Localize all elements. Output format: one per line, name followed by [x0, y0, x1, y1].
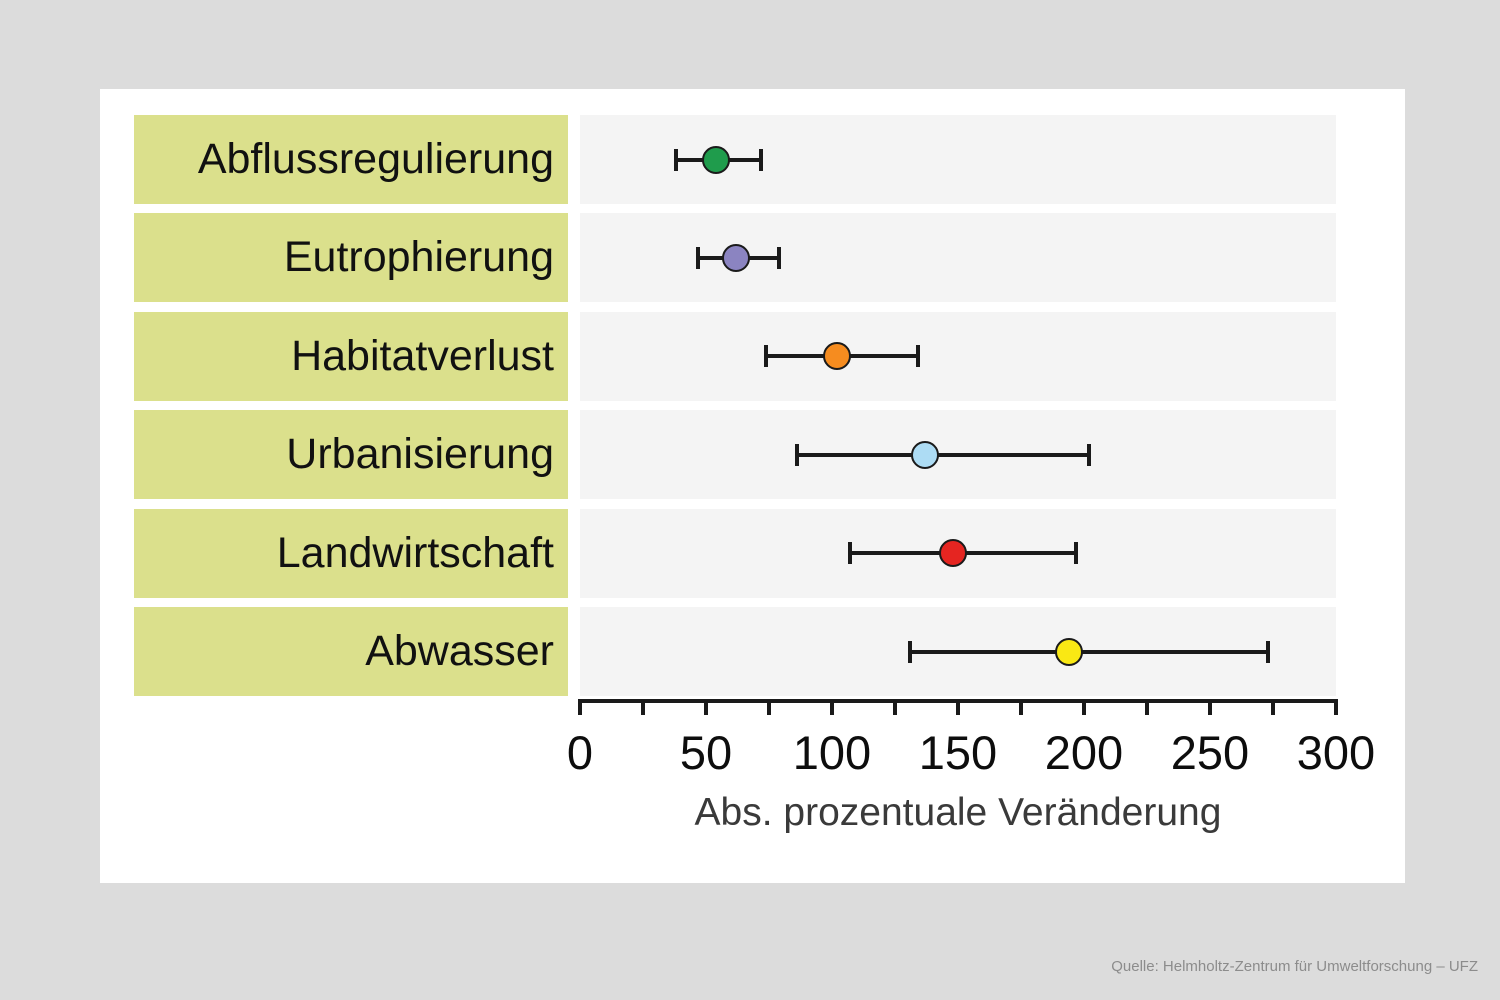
x-axis-line: [578, 699, 1338, 703]
x-axis-tick-label: 50: [679, 726, 733, 779]
x-axis-tick: [1271, 703, 1275, 715]
chart-card: Abflussregulierung Eutrophierung Habitatve…: [100, 89, 1405, 883]
category-label: Landwirtschaft: [134, 508, 568, 598]
x-axis-tick-label: 0: [566, 726, 594, 779]
x-axis-tick: [1208, 703, 1212, 715]
error-bar-cap-left: [764, 345, 769, 368]
x-axis-title: Abs. prozentuale Veränderung: [694, 791, 1222, 834]
error-bar-cap-right: [1087, 443, 1092, 466]
category-label: Abwasser: [134, 607, 568, 696]
x-axis-tick: [578, 703, 582, 715]
x-axis-tick: [830, 703, 834, 715]
category-label: Eutrophierung: [134, 213, 568, 303]
x-axis-tick: [1082, 703, 1086, 715]
x-axis-tick: [893, 703, 897, 715]
x-axis-tick-label: 100: [792, 726, 872, 779]
error-bar-line: [910, 649, 1268, 654]
data-point-dot: [938, 539, 967, 568]
x-axis-tick: [1334, 703, 1338, 715]
x-axis-tick: [1019, 703, 1023, 715]
error-bar-cap-left: [794, 443, 799, 466]
error-bar-cap-right: [1074, 542, 1079, 565]
error-bar-cap-right: [1265, 640, 1270, 663]
error-bar-cap-left: [696, 246, 701, 269]
data-point-dot: [702, 145, 731, 174]
category-label: Habitatverlust: [134, 311, 568, 401]
x-axis-tick-label: 300: [1296, 726, 1376, 779]
plot-row-panel: [580, 213, 1336, 303]
x-axis-tick-label: 250: [1170, 726, 1250, 779]
source-credit: Quelle: Helmholtz-Zentrum für Umweltfors…: [1111, 958, 1478, 975]
x-axis-tick-label: 150: [918, 726, 998, 779]
category-label: Urbanisierung: [134, 410, 568, 500]
error-bar-cap-left: [847, 542, 852, 565]
x-axis-tick: [704, 703, 708, 715]
error-bar-cap-right: [915, 345, 920, 368]
data-point-dot: [722, 243, 751, 272]
data-point-dot: [1054, 637, 1083, 666]
category-label: Abflussregulierung: [134, 115, 568, 204]
x-axis-tick: [1145, 703, 1149, 715]
data-point-dot: [823, 342, 852, 371]
x-axis-tick: [767, 703, 771, 715]
error-bar-line: [796, 452, 1090, 457]
plot-row-panel: [580, 311, 1336, 401]
error-bar-cap-right: [777, 246, 782, 269]
x-axis-tick-label: 200: [1044, 726, 1124, 779]
error-bar-cap-left: [673, 148, 678, 171]
error-bar-cap-right: [759, 148, 764, 171]
error-bar-cap-left: [908, 640, 913, 663]
x-axis-tick: [956, 703, 960, 715]
x-axis-tick: [641, 703, 645, 715]
data-point-dot: [911, 440, 940, 469]
